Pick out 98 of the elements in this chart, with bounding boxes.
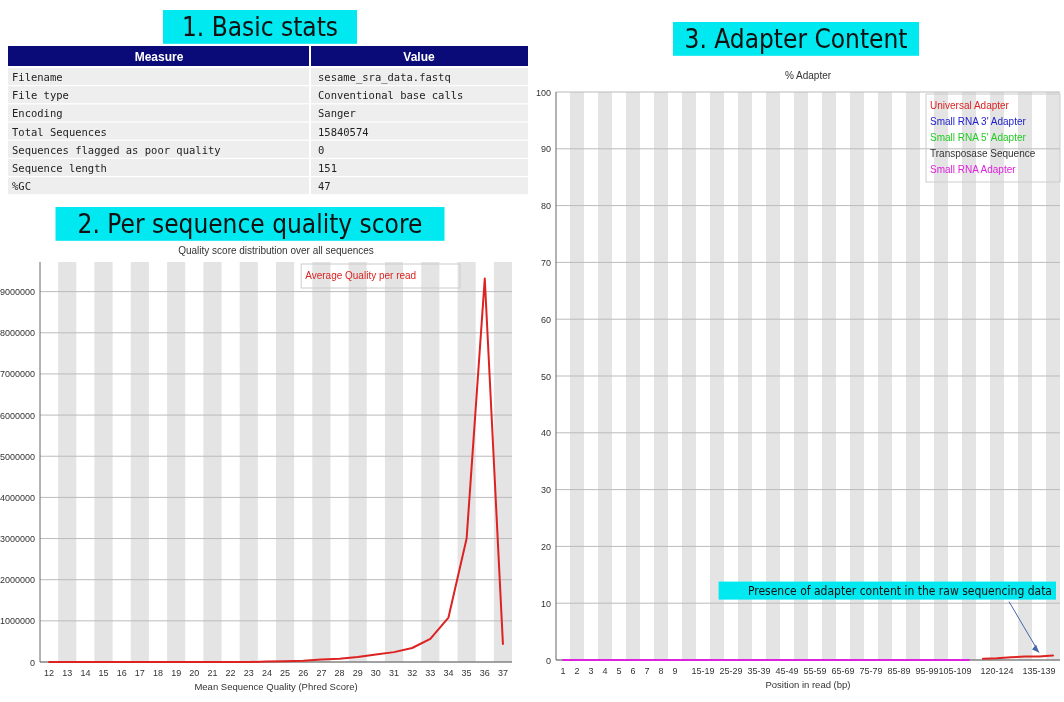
text: 47	[318, 180, 331, 193]
text: Measure	[134, 50, 184, 64]
x-tick-label: 34	[443, 668, 454, 678]
y-tick-label: 2000000	[0, 575, 35, 586]
text: Sequence length	[12, 162, 107, 174]
x-tick-label: 22	[225, 668, 236, 678]
y-tick-label: 30	[540, 485, 551, 496]
x-tick-label: 65-69	[831, 666, 855, 676]
y-tick-label: 4000000	[0, 492, 35, 503]
text: Sequences flagged as poor quality	[12, 143, 221, 156]
legend-label: Transposase Sequence	[930, 148, 1036, 159]
text: Universal Adapter	[930, 100, 1010, 111]
x-tick-label: 27	[316, 668, 327, 678]
y-tick-label: 90	[540, 144, 551, 155]
y-tick-label: 7000000	[0, 369, 35, 380]
x-tick-label: 36	[479, 668, 490, 678]
text: %GC	[12, 180, 31, 193]
x-tick-label: 20	[189, 668, 200, 678]
x-tick-label: 32	[407, 668, 418, 678]
y-tick-label: 1000000	[0, 616, 35, 627]
x-tick-label: 8	[658, 666, 664, 676]
x-tick-label: 23	[243, 668, 254, 678]
x-tick-label: 31	[388, 668, 400, 678]
x-tick-label: 55-59	[803, 666, 827, 676]
x-tick-label: 75-79	[859, 666, 883, 676]
y-tick-label: 40	[540, 428, 551, 439]
x-tick-label: 16	[116, 668, 127, 678]
x-tick-label: 18	[152, 668, 164, 678]
text: Sanger	[318, 107, 356, 120]
x-tick-label: 95-99	[915, 666, 939, 676]
y-tick-label: 70	[540, 257, 551, 268]
y-tick-label: 100	[535, 87, 551, 98]
x-tick-label: 30	[370, 668, 381, 678]
chart-title: 3. Adapter Content	[684, 24, 908, 54]
x-tick-label: 13	[62, 668, 73, 678]
chart-title: 2. Per sequence quality score	[77, 209, 423, 239]
y-tick-label: 0	[29, 657, 35, 668]
text: sesame_sra_data.fastq	[318, 71, 451, 84]
y-tick-label: 60	[540, 314, 551, 325]
y-tick-label: 5000000	[0, 451, 35, 462]
text: Small RNA Adapter	[930, 164, 1017, 175]
x-tick-label: 135-139	[1022, 666, 1056, 676]
x-tick-label: 17	[134, 668, 145, 678]
y-tick-label: 9000000	[0, 287, 35, 298]
x-tick-label: 35-39	[747, 666, 771, 676]
text: Average Quality per read	[305, 270, 417, 281]
x-tick-label: 15-19	[691, 666, 715, 676]
x-tick-label: 85-89	[887, 666, 911, 676]
x-tick-label: 37	[497, 668, 508, 678]
chart-subtitle: % Adapter	[784, 70, 832, 81]
x-tick-label: 45-49	[775, 666, 799, 676]
x-tick-label: 120-124	[980, 666, 1014, 676]
x-tick-label: 1	[560, 666, 566, 676]
x-tick-label: 7	[644, 666, 650, 676]
x-tick-label: 6	[630, 666, 636, 676]
y-tick-label: 8000000	[0, 328, 35, 339]
y-tick-label: 6000000	[0, 410, 35, 421]
y-tick-label: 20	[540, 541, 551, 552]
text: Encoding	[12, 107, 63, 120]
legend-label: Small RNA 5' Adapter	[930, 132, 1027, 143]
y-tick-label: 0	[545, 655, 551, 666]
text: 1. Basic stats	[181, 12, 339, 42]
x-tick-label: 25	[280, 668, 291, 678]
y-tick-label: 50	[540, 371, 551, 382]
x-tick-label: 33	[425, 668, 436, 678]
text: 15840574	[318, 125, 369, 138]
y-tick-label: 3000000	[0, 534, 35, 545]
x-tick-label: 9	[672, 666, 678, 676]
x-axis-title: Mean Sequence Quality (Phred Score)	[194, 681, 358, 692]
x-tick-label: 4	[602, 666, 608, 676]
x-tick-label: 28	[334, 668, 345, 678]
legend-label: Small RNA 3' Adapter	[930, 116, 1027, 127]
x-tick-label: 25-29	[719, 666, 743, 676]
text: Total Sequences	[12, 125, 107, 138]
x-tick-label: 2	[574, 666, 580, 676]
x-tick-label: 3	[588, 666, 594, 676]
text: File type	[12, 89, 69, 102]
x-tick-label: 5	[616, 666, 622, 676]
x-tick-label: 26	[298, 668, 309, 678]
x-tick-label: 35	[461, 668, 472, 678]
x-tick-label: 19	[171, 668, 182, 678]
y-tick-label: 80	[540, 201, 551, 212]
y-tick-label: 10	[540, 598, 551, 609]
x-axis-title: Position in read (bp)	[765, 679, 851, 690]
x-tick-label: 24	[261, 668, 272, 678]
text: 0	[318, 143, 325, 156]
x-tick-label: 14	[80, 668, 91, 678]
chart-subtitle: Quality score distribution over all sequences	[178, 245, 374, 256]
x-tick-label: 12	[44, 668, 55, 678]
text: Value	[403, 50, 435, 64]
annotation: Presence of adapter content in the raw sequencing data	[747, 583, 1052, 598]
x-tick-label: 21	[207, 668, 218, 678]
x-tick-label: 15	[98, 668, 109, 678]
text: Filename	[12, 71, 63, 83]
x-tick-label: 105-109	[938, 666, 972, 676]
text: 151	[318, 162, 337, 174]
x-tick-label: 29	[352, 668, 363, 678]
text: Conventional base calls	[318, 89, 464, 102]
